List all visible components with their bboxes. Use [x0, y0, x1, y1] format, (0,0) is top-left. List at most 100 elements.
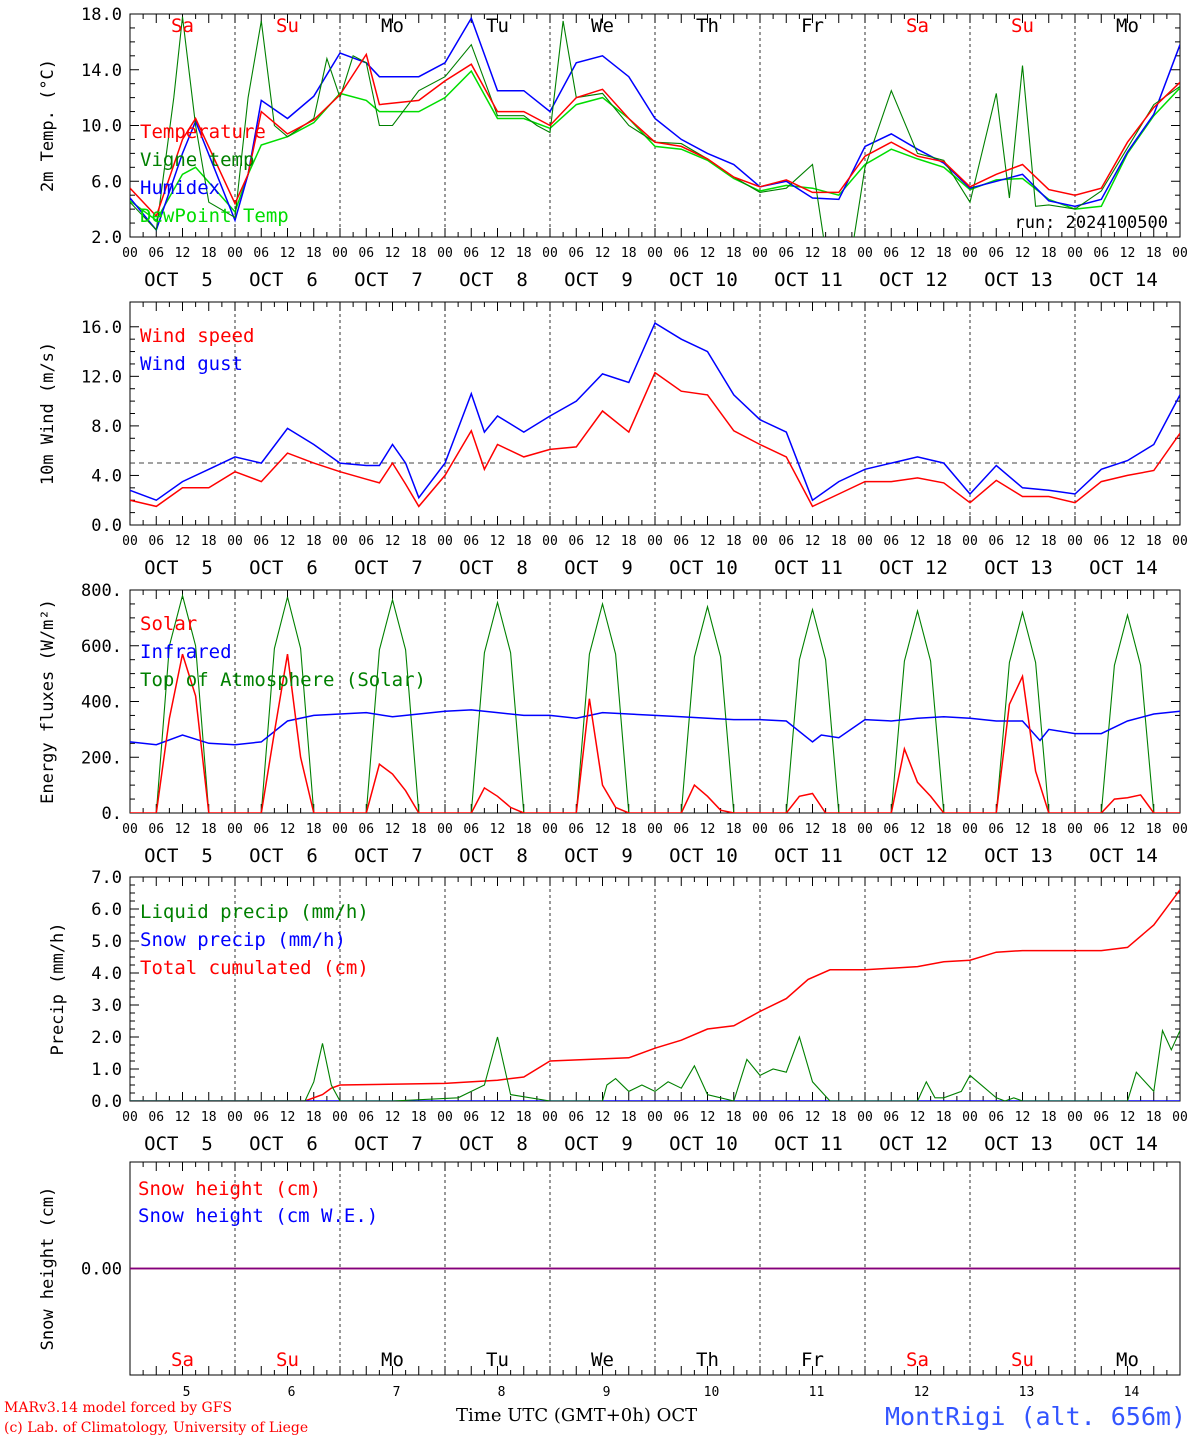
hour-tick-label: 06 — [148, 246, 164, 261]
footer-lab-line: (c) Lab. of Climatology, University of L… — [4, 1420, 309, 1436]
hour-tick-label: 06 — [988, 822, 1004, 837]
legend-entry: DewPoint Temp — [140, 205, 289, 227]
hour-tick-label: 18 — [1041, 246, 1057, 261]
hour-tick-label: 06 — [1093, 534, 1109, 549]
day-number-label: 8 — [498, 1385, 506, 1400]
hour-tick-label: 00 — [227, 534, 243, 549]
y-tick-label: 6.0 — [91, 900, 122, 920]
hour-tick-label: 00 — [752, 534, 768, 549]
hour-tick-label: 00 — [122, 1110, 138, 1125]
y-tick-label: 0.00 — [81, 1260, 122, 1280]
station-label: MontRigi (alt. 656m) — [884, 1402, 1186, 1431]
hour-tick-label: 00 — [542, 246, 558, 261]
hour-tick-label: 00 — [122, 246, 138, 261]
hour-tick-label: 12 — [595, 246, 611, 261]
hour-tick-label: 12 — [1120, 246, 1136, 261]
hour-tick-label: 18 — [726, 1110, 742, 1125]
legend-entry: Top of Atmosphere (Solar) — [140, 669, 426, 691]
x-axis-title: Time UTC (GMT+0h) OCT — [456, 1405, 697, 1426]
hour-tick-label: 12 — [175, 1110, 191, 1125]
hour-tick-label: 00 — [1172, 246, 1188, 261]
hour-tick-label: 06 — [253, 246, 269, 261]
hour-tick-label: 18 — [201, 246, 217, 261]
hour-tick-label: 00 — [647, 246, 663, 261]
hour-tick-label: 12 — [1015, 534, 1031, 549]
hour-tick-label: 06 — [883, 246, 899, 261]
date-label: OCT 5 — [144, 557, 213, 579]
hour-tick-label: 12 — [1120, 534, 1136, 549]
date-label: OCT 8 — [459, 557, 528, 579]
weekday-label: Su — [1011, 15, 1034, 37]
weekday-label: Th — [696, 15, 719, 37]
hour-tick-label: 00 — [647, 1110, 663, 1125]
day-number-label: 11 — [809, 1385, 825, 1400]
hour-tick-label: 18 — [306, 822, 322, 837]
date-label: OCT 5 — [144, 269, 213, 291]
date-label: OCT 13 — [984, 269, 1053, 291]
hour-tick-label: 18 — [201, 1110, 217, 1125]
hour-tick-label: 00 — [122, 534, 138, 549]
y-tick-label: 7.0 — [91, 868, 122, 888]
hour-tick-label: 18 — [411, 1110, 427, 1125]
hour-tick-label: 00 — [437, 534, 453, 549]
date-label: OCT 14 — [1089, 845, 1158, 867]
hour-tick-label: 06 — [883, 1110, 899, 1125]
hour-tick-label: 00 — [962, 534, 978, 549]
legend-entry: Snow height (cm) — [138, 1178, 321, 1200]
weekday-label: Mo — [381, 1349, 404, 1371]
hour-tick-label: 00 — [437, 246, 453, 261]
hour-tick-label: 12 — [1015, 1110, 1031, 1125]
hour-tick-label: 18 — [306, 534, 322, 549]
weekday-label: Su — [1011, 1349, 1034, 1371]
hour-tick-label: 06 — [988, 246, 1004, 261]
hour-tick-label: 18 — [1146, 1110, 1162, 1125]
y-tick-label: 0. — [102, 804, 122, 824]
hour-tick-label: 00 — [647, 822, 663, 837]
y-tick-label: 10.0 — [81, 117, 122, 137]
weekday-label: Sa — [171, 15, 194, 37]
hour-tick-label: 18 — [621, 822, 637, 837]
series-line-humidex — [130, 16, 1180, 232]
hour-tick-label: 12 — [280, 822, 296, 837]
legend-entry: Wind gust — [140, 353, 243, 375]
date-label: OCT 13 — [984, 557, 1053, 579]
weekday-label: Tu — [486, 1349, 509, 1371]
hour-tick-label: 00 — [857, 534, 873, 549]
day-number-label: 9 — [603, 1385, 611, 1400]
date-label: OCT 12 — [879, 845, 948, 867]
day-number-label: 10 — [704, 1385, 720, 1400]
hour-tick-label: 12 — [490, 534, 506, 549]
hour-tick-label: 12 — [490, 246, 506, 261]
series-line-infrared — [130, 709, 1180, 746]
date-label: OCT 8 — [459, 269, 528, 291]
hour-tick-label: 00 — [437, 1110, 453, 1125]
hour-tick-label: 00 — [227, 1110, 243, 1125]
hour-tick-label: 00 — [437, 822, 453, 837]
hour-tick-label: 00 — [1067, 822, 1083, 837]
y-tick-label: 600. — [81, 637, 122, 657]
hour-tick-label: 00 — [1172, 534, 1188, 549]
weekday-label: Fr — [801, 15, 824, 37]
hour-tick-label: 06 — [358, 1110, 374, 1125]
hour-tick-label: 18 — [306, 246, 322, 261]
run-annotation: run: 2024100500 — [1014, 213, 1168, 233]
weekday-label: We — [591, 15, 614, 37]
hour-tick-label: 06 — [988, 1110, 1004, 1125]
y-tick-label: 12.0 — [81, 367, 122, 387]
y-tick-label: 8.0 — [91, 417, 122, 437]
legend-entry: Total cumulated (cm) — [140, 957, 369, 979]
hour-tick-label: 12 — [805, 822, 821, 837]
date-label: OCT 12 — [879, 269, 948, 291]
panel-4: 0.0 1.0 2.0 3.0 4.0 5.0 6.0 7.0 Precip (mm/h) Liq… — [48, 868, 1188, 1155]
hour-tick-label: 12 — [805, 1110, 821, 1125]
day-number-label: 14 — [1124, 1385, 1140, 1400]
hour-tick-label: 00 — [1172, 822, 1188, 837]
y-tick-label: 4.0 — [91, 466, 122, 486]
hour-tick-label: 00 — [332, 822, 348, 837]
hour-tick-label: 18 — [831, 534, 847, 549]
weekday-label: Sa — [906, 15, 929, 37]
hour-tick-label: 12 — [280, 1110, 296, 1125]
weekday-label: Tu — [486, 15, 509, 37]
hour-tick-label: 00 — [962, 1110, 978, 1125]
